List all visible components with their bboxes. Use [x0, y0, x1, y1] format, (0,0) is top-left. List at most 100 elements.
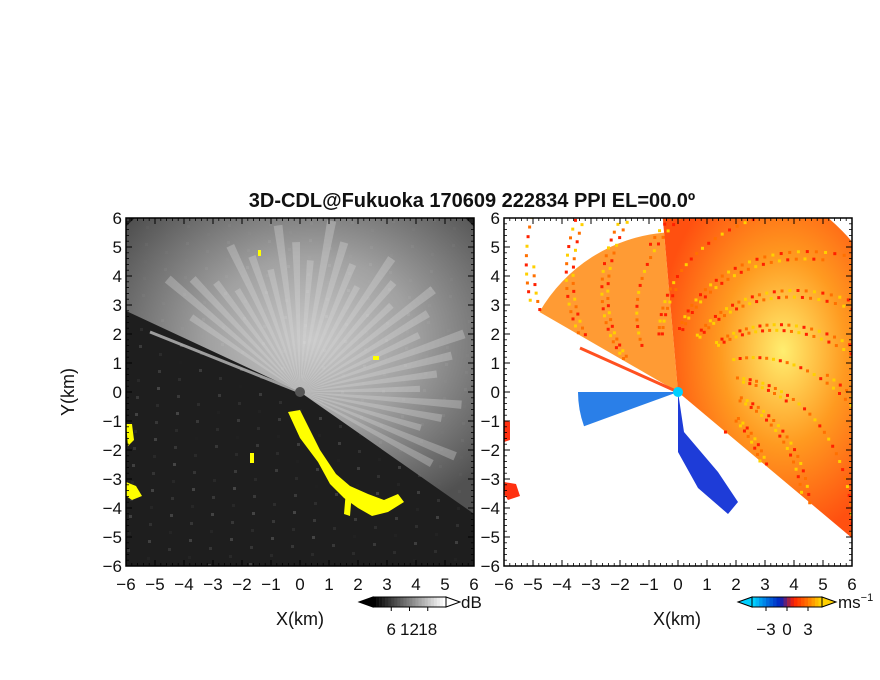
- velocity-speck: [825, 332, 829, 336]
- velocity-speck: [528, 298, 532, 302]
- colorbar-over-arrow: [821, 596, 838, 608]
- velocity-speck: [789, 453, 793, 457]
- colorbar-cell: [412, 597, 416, 607]
- velocity-speck: [802, 325, 806, 329]
- velocity-speck: [614, 346, 618, 350]
- noise-speck: [255, 461, 258, 464]
- velocity-speck: [870, 433, 873, 436]
- echo-ray: [300, 370, 438, 392]
- velocity-speck: [713, 237, 717, 241]
- velocity-speck: [666, 229, 670, 233]
- velocity-speck: [809, 296, 813, 300]
- noise-speck: [238, 402, 241, 405]
- colorbar-cell: [388, 597, 392, 607]
- velocity-speck: [684, 263, 688, 267]
- noise-speck: [293, 511, 296, 514]
- noise-speck: [335, 493, 338, 496]
- noise-speck: [297, 443, 300, 446]
- velocity-speck: [659, 178, 662, 181]
- velocity-speck: [655, 171, 658, 174]
- velocity-speck: [741, 304, 745, 308]
- velocity-speck: [606, 296, 610, 300]
- velocity-speck: [867, 316, 870, 319]
- velocity-speck: [778, 359, 782, 363]
- velocity-speck: [645, 262, 649, 266]
- noise-speck: [138, 362, 141, 365]
- velocity-speck: [767, 414, 771, 418]
- velocity-speck: [671, 294, 675, 298]
- noise-speck: [232, 504, 235, 507]
- velocity-speck: [662, 319, 666, 323]
- colorbar-cell: [433, 597, 438, 607]
- velocity-speck: [746, 267, 750, 271]
- velocity-speck: [817, 208, 820, 211]
- noise-speck: [229, 555, 232, 558]
- velocity-speck: [789, 441, 793, 445]
- velocity-speck: [780, 289, 784, 293]
- velocity-speck: [604, 321, 608, 325]
- velocity-speck: [754, 383, 758, 387]
- x-tick-label: 3: [382, 575, 391, 594]
- noise-speck: [395, 517, 398, 520]
- velocity-beam-streak: [579, 346, 679, 394]
- velocity-speck: [652, 249, 656, 253]
- velocity-speck: [797, 208, 800, 211]
- velocity-speck: [608, 266, 612, 270]
- colorbar-tick-label: 18: [418, 620, 437, 639]
- velocity-speck: [670, 158, 673, 161]
- velocity-speck: [728, 174, 731, 177]
- velocity-speck: [574, 324, 578, 328]
- noise-speck: [397, 483, 400, 486]
- velocity-speck: [571, 227, 575, 231]
- velocity-speck: [621, 349, 625, 353]
- noise-speck: [256, 444, 259, 447]
- velocity-speck: [849, 352, 852, 356]
- noise-speck: [296, 460, 299, 463]
- velocity-speck: [698, 293, 702, 297]
- y-tick-label: 4: [491, 267, 500, 286]
- noise-speck: [290, 562, 293, 565]
- velocity-speck: [827, 340, 831, 344]
- colorbar-cell: [766, 597, 770, 607]
- velocity-speck: [810, 327, 814, 331]
- velocity-speck: [870, 358, 873, 361]
- velocity-speck: [572, 289, 576, 293]
- velocity-speck: [581, 326, 585, 330]
- noise-speck: [211, 513, 214, 516]
- velocity-speck: [659, 313, 663, 317]
- noise-speck: [294, 494, 297, 497]
- velocity-speck: [812, 334, 816, 338]
- velocity-speck: [838, 383, 842, 387]
- velocity-speck: [524, 254, 528, 258]
- velocity-speck: [672, 223, 676, 227]
- velocity-speck: [674, 288, 678, 292]
- echo-ray: [300, 392, 443, 422]
- noise-speck: [199, 369, 202, 372]
- velocity-speck: [730, 181, 733, 184]
- velocity-speck: [714, 286, 718, 290]
- velocity-speck: [771, 357, 775, 361]
- noise-speck: [129, 515, 132, 518]
- echo-ray: [292, 242, 300, 392]
- noise-speck: [179, 361, 182, 364]
- velocity-speck: [611, 340, 615, 344]
- velocity-speck: [703, 295, 707, 299]
- velocity-speck: [618, 351, 622, 355]
- y-tick-label: −2: [103, 441, 122, 460]
- velocity-speck: [675, 275, 679, 279]
- noise-speck: [230, 538, 233, 541]
- velocity-speck: [728, 310, 732, 314]
- velocity-speck: [595, 175, 598, 178]
- velocity-speck: [672, 281, 676, 285]
- colorbar-cell: [391, 597, 395, 607]
- velocity-speck: [624, 354, 628, 358]
- velocity-speck: [526, 235, 530, 239]
- velocity-speck: [791, 397, 795, 401]
- noise-speck: [279, 401, 282, 404]
- velocity-speck: [767, 384, 771, 388]
- velocity-speck: [709, 283, 713, 287]
- velocity-speck: [735, 224, 739, 228]
- velocity-speck: [819, 337, 823, 341]
- x-tick-label: 6: [847, 575, 856, 594]
- radar-site: [673, 387, 683, 397]
